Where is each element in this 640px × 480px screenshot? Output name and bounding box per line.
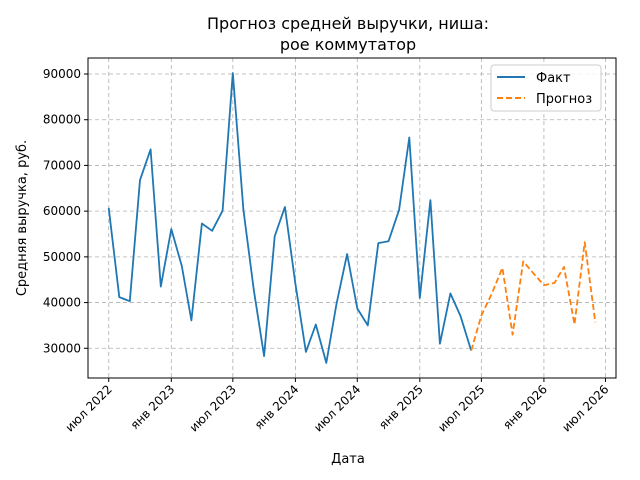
y-axis-label: Средняя выручка, руб.	[15, 140, 30, 296]
y-tick-label: 80000	[43, 113, 81, 127]
y-tick-label: 30000	[43, 341, 81, 355]
series-lines	[107, 72, 597, 364]
plot-frame	[87, 57, 617, 379]
legend-label-fact: Факт	[536, 71, 571, 86]
y-tick-label: 50000	[43, 250, 81, 264]
legend-label-forecast: Прогноз	[536, 92, 592, 107]
y-tick-label: 40000	[43, 296, 81, 310]
chart-title-line-2: рое коммутатор	[280, 35, 416, 54]
series-line-fact	[107, 72, 473, 364]
grid	[88, 58, 616, 378]
y-axis-ticks: 30000 40000 50000 60000 70000 80000 90000	[43, 67, 88, 355]
legend: Факт Прогноз	[490, 64, 602, 112]
y-tick-label: 90000	[43, 67, 81, 81]
x-axis-label: Дата	[331, 452, 365, 467]
chart-title-line-1: Прогноз средней выручки, ниша:	[207, 14, 489, 33]
series-line-forecast	[470, 241, 597, 351]
y-tick-label: 70000	[43, 158, 81, 172]
y-tick-label: 60000	[43, 204, 81, 218]
